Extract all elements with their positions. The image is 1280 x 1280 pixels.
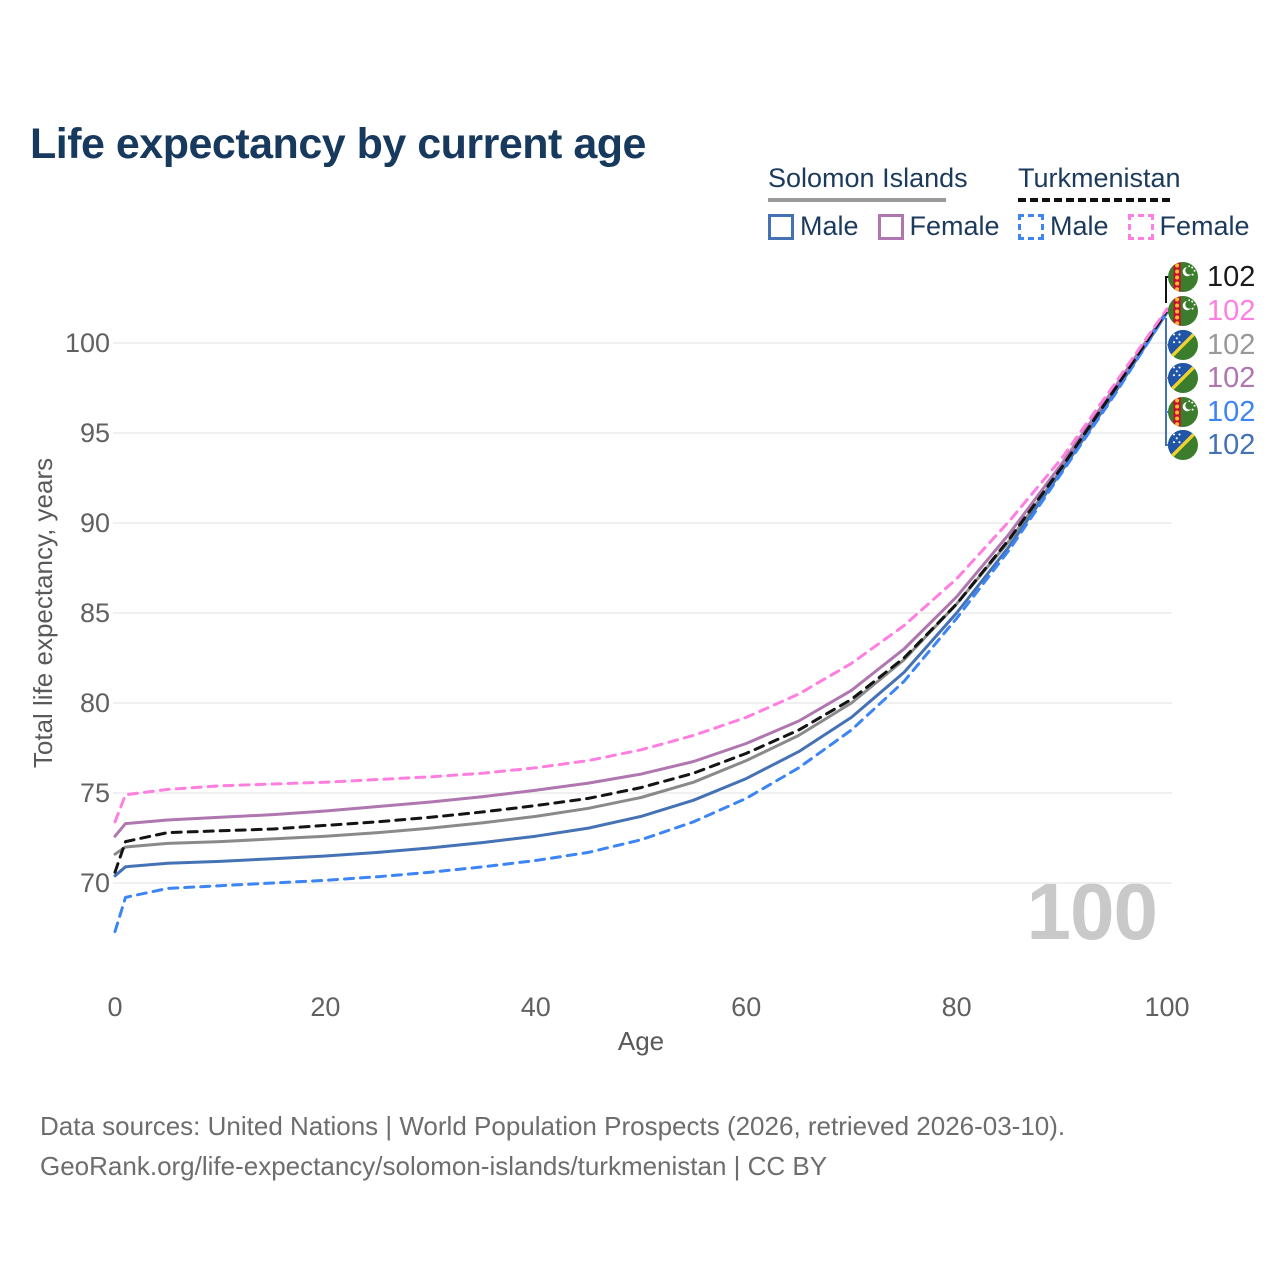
dashed-line-key: [1018, 198, 1170, 202]
end-label-value: 102: [1207, 428, 1256, 461]
solomon-islands-female-swatch-icon: [877, 213, 904, 240]
legend-items-solomon-islands: Male Female: [768, 211, 1019, 242]
x-axis-tick-labels: 0 20 40 60 80 100: [107, 992, 1189, 1022]
solid-line-key: [768, 198, 946, 202]
x-axis-title: Age: [618, 1026, 664, 1056]
solomon-islands-flag-icon: [1168, 363, 1198, 393]
end-label-value: 102: [1207, 294, 1256, 327]
legend-item-solomon-islands-male[interactable]: Male: [768, 211, 859, 242]
turkmenistan-male-swatch-icon: [1018, 213, 1044, 240]
x-tick-40: 40: [521, 992, 551, 1022]
series-line-solomon-islands-female: [113, 309, 1169, 838]
y-axis-tick-labels: 70 75 80 85 90 95 100: [65, 328, 110, 898]
end-label-solomon-islands: 102: [1168, 330, 1255, 360]
legend-country-solomon-islands: Solomon Islands: [768, 163, 968, 193]
y-tick-85: 85: [80, 598, 110, 628]
y-tick-80: 80: [80, 688, 110, 718]
y-axis-title: Total life expectancy, years: [28, 458, 58, 768]
end-label-turkmenistan: 102: [1168, 262, 1255, 292]
x-tick-0: 0: [107, 992, 122, 1022]
y-tick-100: 100: [65, 328, 110, 358]
y-tick-95: 95: [80, 418, 110, 448]
legend-group-turkmenistan: Turkmenistan Male Female: [1018, 163, 1269, 242]
turkmenistan-flag-icon: [1168, 262, 1198, 292]
x-tick-100: 100: [1144, 992, 1189, 1022]
footer: Data sources: United Nations | World Pop…: [40, 1106, 1065, 1186]
end-label-value: 102: [1207, 395, 1256, 428]
end-label-turkmenistan-female: 102: [1168, 296, 1255, 326]
turkmenistan-flag-icon: [1168, 397, 1198, 427]
solomon-islands-male-swatch-icon: [768, 213, 794, 240]
legend-label-male: Male: [800, 211, 859, 241]
footer-data-sources: Data sources: United Nations | World Pop…: [40, 1111, 1066, 1141]
end-label-solomon-islands-female: 102: [1168, 363, 1255, 393]
series-line-turkmenistan-female: [113, 307, 1169, 824]
legend-item-solomon-islands-female[interactable]: Female: [877, 211, 1000, 242]
end-label-value: 102: [1207, 260, 1256, 293]
end-label-turkmenistan-male: 102: [1168, 397, 1255, 427]
legend-item-turkmenistan-female[interactable]: Female: [1127, 211, 1250, 242]
gridlines: [113, 342, 1172, 884]
legend-label-male: Male: [1050, 211, 1109, 241]
legend-item-turkmenistan-male[interactable]: Male: [1018, 211, 1109, 242]
y-tick-90: 90: [80, 508, 110, 538]
legend-label-female: Female: [909, 211, 1000, 241]
end-label-solomon-islands-male: 102: [1168, 430, 1255, 460]
y-tick-75: 75: [80, 778, 110, 808]
age-counter-watermark: 100: [1026, 867, 1158, 956]
end-label-value: 102: [1207, 328, 1256, 361]
y-tick-70: 70: [80, 868, 110, 898]
x-tick-60: 60: [731, 992, 761, 1022]
series-line-turkmenistan: [113, 309, 1169, 874]
solomon-islands-flag-icon: [1168, 430, 1198, 460]
page-title: Life expectancy by current age: [30, 119, 646, 168]
series-line-turkmenistan-male: [113, 310, 1169, 934]
end-label-value: 102: [1207, 361, 1256, 394]
solomon-islands-flag-icon: [1168, 330, 1198, 360]
x-tick-20: 20: [310, 992, 340, 1022]
legend-label-female: Female: [1159, 211, 1250, 241]
legend-country-turkmenistan: Turkmenistan: [1018, 163, 1181, 193]
turkmenistan-female-swatch-icon: [1127, 213, 1154, 240]
legend-group-solomon-islands: Solomon Islands Male Female: [768, 163, 1019, 242]
footer-attribution-link: GeoRank.org/life-expectancy/solomon-isla…: [40, 1151, 828, 1181]
data-series-lines: [113, 307, 1169, 934]
x-tick-80: 80: [942, 992, 972, 1022]
series-line-solomon-islands-male: [113, 310, 1169, 878]
legend-items-turkmenistan: Male Female: [1018, 211, 1269, 242]
turkmenistan-flag-icon: [1168, 296, 1198, 326]
